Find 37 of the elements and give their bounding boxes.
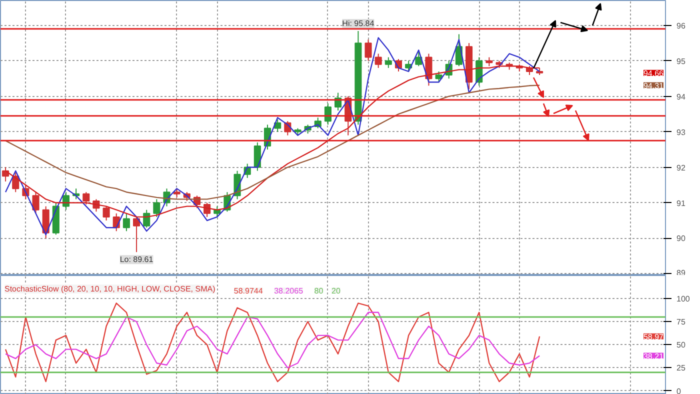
y-tick-label: 25 xyxy=(676,364,686,373)
candlestick xyxy=(374,53,382,68)
candlestick xyxy=(435,70,442,83)
candlestick xyxy=(143,209,150,228)
ref-line-label: 80 xyxy=(314,286,324,296)
y-tick-label: 92 xyxy=(676,163,686,172)
y-tick-label: 96 xyxy=(676,21,686,30)
y-tick-label: 90 xyxy=(676,234,686,244)
y-tick-label: 94 xyxy=(676,92,686,102)
candlestick xyxy=(32,192,40,214)
y-tick-label: 50 xyxy=(676,340,686,350)
annotation: 58.97 xyxy=(643,332,664,342)
y-tick-label: 100 xyxy=(676,294,690,304)
candlestick xyxy=(102,206,110,221)
y-tick-label: 95 xyxy=(676,56,686,66)
candlestick xyxy=(384,56,392,68)
y-tick-label: 93 xyxy=(676,128,686,137)
y-tick-label: 91 xyxy=(676,198,686,208)
candlestick xyxy=(254,142,261,172)
candlestick xyxy=(122,212,130,232)
line-series xyxy=(4,302,540,382)
candlestick xyxy=(82,192,90,206)
ref-line-label: 20 xyxy=(332,286,341,296)
annotation: 94.66 xyxy=(643,68,664,78)
candlestick xyxy=(153,198,160,218)
text: StochasticSlow (80, 20, 10, 10, HIGH, LOW, CLOSE, SMA) xyxy=(4,284,216,294)
annotation: 58.9744 xyxy=(234,286,264,296)
annotation: 38.21 xyxy=(643,352,664,361)
annotation: 38.2065 xyxy=(274,286,304,296)
annotation: 94.31 xyxy=(643,81,664,90)
candlestick xyxy=(133,216,140,253)
y-tick-label: 75 xyxy=(676,318,686,327)
candlestick xyxy=(364,39,372,62)
annotation: Lo: 89.61 xyxy=(120,255,154,264)
y-tick-label: 0 xyxy=(676,386,682,394)
annotation: Hi: 95.84 xyxy=(342,19,375,28)
line-series xyxy=(4,312,540,368)
